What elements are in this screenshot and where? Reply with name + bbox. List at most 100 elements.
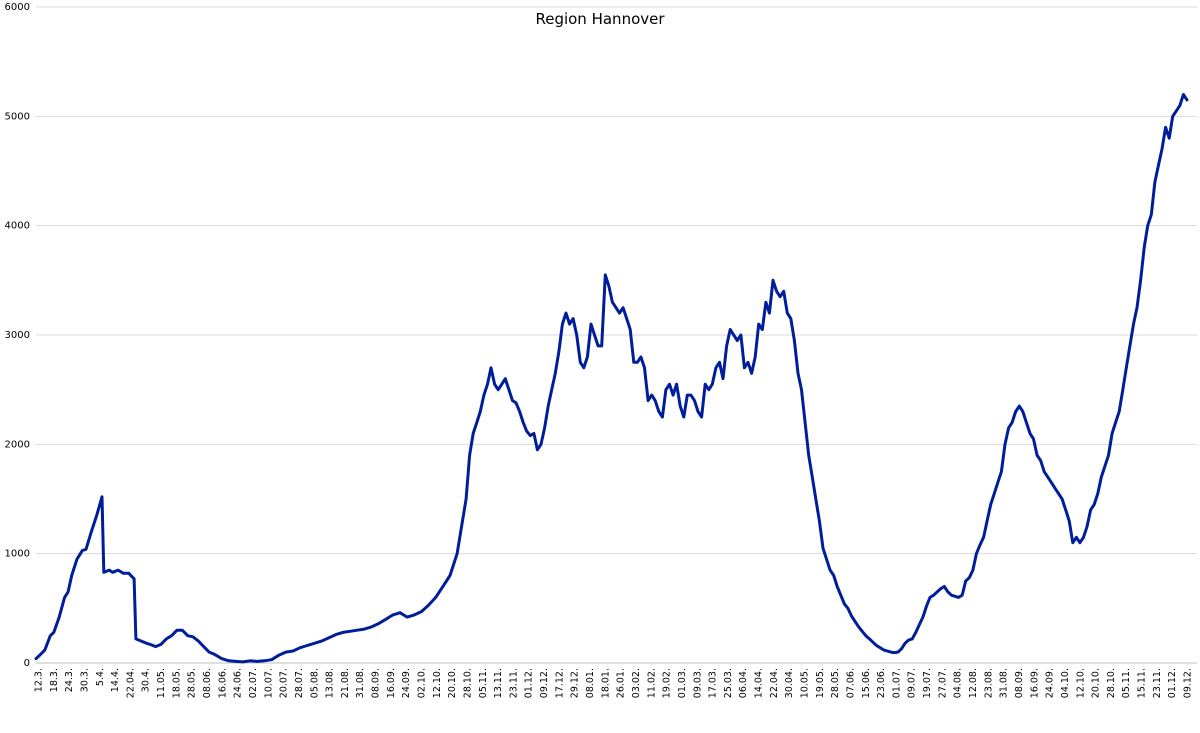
x-tick: 28.05. <box>830 668 841 698</box>
x-tick: 13.08. <box>325 668 336 698</box>
x-tick-label: 30.4. <box>141 668 152 692</box>
x-tick-label: 01.12. <box>1167 668 1178 698</box>
x-tick-label: 22.04. <box>125 668 136 698</box>
x-tick-label: 23.11. <box>508 668 519 698</box>
x-tick-label: 19.02. <box>662 668 673 698</box>
x-tick: 01.07. <box>891 668 902 698</box>
x-tick-label: 18.01. <box>600 668 611 698</box>
chart-title: Region Hannover <box>535 10 665 28</box>
x-tick-label: 22.04. <box>769 668 780 698</box>
x-tick-label: 14.04. <box>754 668 765 698</box>
x-tick-label: 18.3. <box>49 668 60 692</box>
x-tick-label: 01.03. <box>677 668 688 698</box>
x-tick: 25.03. <box>723 668 734 698</box>
x-tick: 09.03. <box>692 668 703 698</box>
x-tick: 29.12. <box>570 668 581 698</box>
x-tick: 11.02. <box>646 668 657 698</box>
x-tick: 24.3. <box>64 668 75 692</box>
x-tick: 09.12. <box>539 668 550 698</box>
x-tick: 14.04. <box>754 668 765 698</box>
x-tick-label: 11.05. <box>156 668 167 698</box>
x-tick: 01.12. <box>524 668 535 698</box>
x-tick-label: 04.08. <box>953 668 964 698</box>
x-tick-label: 31.08. <box>355 668 366 698</box>
x-tick: 17.12. <box>554 668 565 698</box>
x-tick-label: 10.07. <box>263 668 274 698</box>
y-tick-label: 5000 <box>5 111 30 122</box>
x-tick-label: 12.10. <box>432 668 443 698</box>
x-tick: 22.04. <box>769 668 780 698</box>
x-tick-label: 01.07. <box>891 668 902 698</box>
x-tick-label: 28.05. <box>830 668 841 698</box>
x-tick-label: 16.09. <box>1029 668 1040 698</box>
series-line <box>34 93 1189 664</box>
x-tick: 18.05. <box>171 668 182 698</box>
x-tick-label: 05.11. <box>478 668 489 698</box>
x-tick-label: 20.10. <box>447 668 458 698</box>
x-tick: 28.05. <box>187 668 198 698</box>
y-tick-label: 2000 <box>5 439 30 450</box>
x-tick: 18.3. <box>49 668 60 692</box>
x-tick: 31.08. <box>999 668 1010 698</box>
x-tick-label: 19.05. <box>815 668 826 698</box>
x-tick: 31.08. <box>355 668 366 698</box>
x-tick: 10.07. <box>263 668 274 698</box>
series-layer <box>34 93 1189 664</box>
x-axis: 12.3. 18.3. 24.3. 30.3. 5.4. 14.4. 22.04. 30.4.… <box>34 668 1194 698</box>
grid <box>36 6 1197 664</box>
x-tick: 05.11. <box>478 668 489 698</box>
y-tick-label: 4000 <box>5 221 30 232</box>
x-tick: 16.09. <box>1029 668 1040 698</box>
x-tick-label: 04.10. <box>1060 668 1071 698</box>
y-tick-label: 0 <box>24 658 30 669</box>
x-tick: 21.08. <box>340 668 351 698</box>
x-tick: 14.4. <box>110 668 121 692</box>
x-tick-label: 12.3. <box>34 668 45 692</box>
x-tick-label: 23.11. <box>1152 668 1163 698</box>
x-tick: 5.4. <box>95 668 106 686</box>
x-tick: 28.07. <box>294 668 305 698</box>
x-tick-label: 28.07. <box>294 668 305 698</box>
x-tick-label: 5.4. <box>95 668 106 686</box>
x-tick-label: 14.4. <box>110 668 121 692</box>
x-tick-label: 29.12. <box>570 668 581 698</box>
x-tick-label: 23.06. <box>876 668 887 698</box>
x-tick: 28.10. <box>1106 668 1117 698</box>
x-tick: 30.04. <box>784 668 795 698</box>
x-tick: 28.10. <box>462 668 473 698</box>
x-tick-label: 17.03. <box>708 668 719 698</box>
x-tick: 30.3. <box>79 668 90 692</box>
x-tick: 23.08. <box>983 668 994 698</box>
x-tick-label: 06.04. <box>738 668 749 698</box>
x-tick: 16.09. <box>386 668 397 698</box>
x-tick-label: 28.05. <box>187 668 198 698</box>
x-tick: 08.09. <box>371 668 382 698</box>
x-tick: 01.12. <box>1167 668 1178 698</box>
x-tick-label: 30.04. <box>784 668 795 698</box>
x-tick-label: 31.08. <box>999 668 1010 698</box>
x-tick: 24.09. <box>401 668 412 698</box>
x-tick: 27.07. <box>937 668 948 698</box>
x-tick: 02.07. <box>248 668 259 698</box>
x-tick-label: 15.11. <box>1137 668 1148 698</box>
x-tick-label: 09.12. <box>539 668 550 698</box>
x-tick-label: 26.01. <box>616 668 627 698</box>
x-tick-label: 08.06. <box>202 668 213 698</box>
x-tick: 08.06. <box>202 668 213 698</box>
x-tick-label: 12.10. <box>1075 668 1086 698</box>
y-axis: 0 1000 2000 3000 4000 5000 6000 <box>5 2 30 669</box>
x-tick: 04.10. <box>1060 668 1071 698</box>
x-tick: 08.01. <box>585 668 596 698</box>
x-tick: 02.10. <box>417 668 428 698</box>
x-tick-label: 08.09. <box>1014 668 1025 698</box>
x-tick-label: 27.07. <box>937 668 948 698</box>
x-tick: 20.10. <box>447 668 458 698</box>
x-tick-label: 08.01. <box>585 668 596 698</box>
x-tick: 09.12. <box>1183 668 1194 698</box>
x-tick-label: 16.06. <box>217 668 228 698</box>
x-tick: 24.09. <box>1045 668 1056 698</box>
x-tick: 19.07. <box>922 668 933 698</box>
x-tick: 05.11. <box>1121 668 1132 698</box>
y-tick-label: 1000 <box>5 549 30 560</box>
x-tick: 20.07. <box>279 668 290 698</box>
